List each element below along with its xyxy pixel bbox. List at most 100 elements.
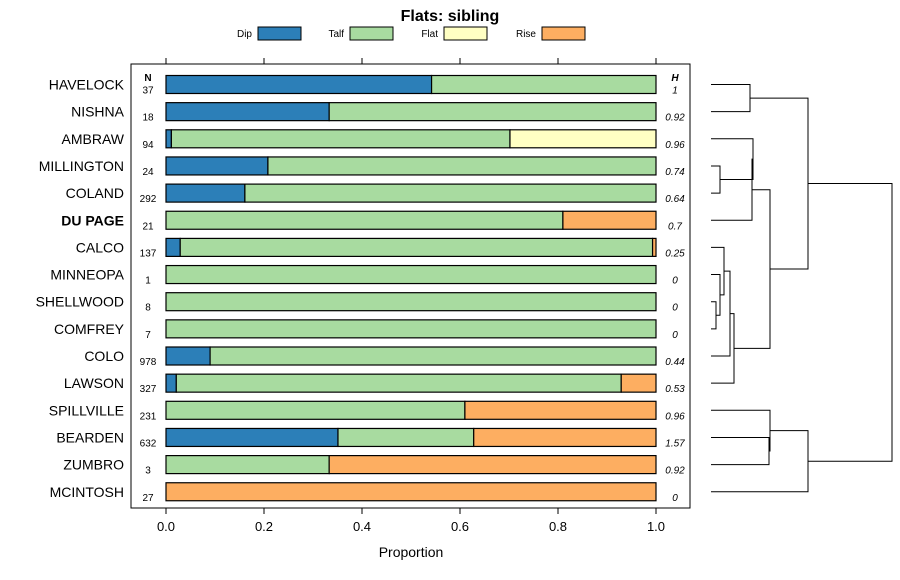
bar-segment-dip	[165, 102, 330, 122]
row-n-value: 7	[145, 330, 151, 341]
bar-segment-talf	[165, 455, 330, 475]
dendrogram	[711, 84, 893, 493]
bar-segment-dip	[165, 237, 181, 257]
row-label: DU PAGE	[61, 212, 124, 228]
row-nishna: NISHNA 18 0.92	[71, 102, 685, 124]
dendrogram-branch	[750, 97, 809, 270]
chart-title: Flats: sibling	[401, 8, 500, 25]
h-header: H	[671, 73, 679, 84]
bar-segment-rise	[464, 400, 657, 420]
row-ambraw: AMBRAW 94 0.96	[62, 129, 685, 151]
row-colo: COLO 978 0.44	[84, 346, 685, 368]
row-mcintosh: MCINTOSH 27 0	[50, 482, 678, 504]
bar-segment-talf	[430, 74, 657, 95]
row-n-value: 1	[145, 276, 151, 287]
row-shellwood: SHELLWOOD 8 0	[36, 292, 678, 314]
row-lawson: LAWSON 327 0.53	[64, 373, 685, 395]
bar-segment-rise	[562, 210, 657, 230]
bar-segment-talf	[170, 129, 511, 149]
legend-swatch-talf	[349, 26, 394, 41]
n-header: N	[144, 73, 151, 84]
bar-segment-talf	[165, 264, 657, 285]
row-n-value: 94	[142, 140, 154, 151]
bar-segment-talf	[179, 237, 654, 257]
row-label: CALCO	[76, 239, 124, 255]
row-h-value: 1.57	[665, 438, 685, 449]
row-zumbro: ZUMBRO 3 0.92	[63, 455, 685, 477]
row-h-value: 0.92	[665, 466, 685, 477]
row-label: HAVELOCK	[49, 77, 125, 93]
row-label: LAWSON	[64, 375, 124, 391]
legend-label-dip: Dip	[237, 29, 252, 40]
bar-segment-rise	[165, 482, 657, 502]
row-h-value: 0	[672, 276, 678, 287]
row-label: MINNEOPA	[50, 267, 124, 283]
row-n-value: 27	[142, 493, 154, 504]
row-h-value: 0.96	[665, 140, 685, 151]
row-h-value: 0.96	[665, 411, 685, 422]
x-axis: 0.0 0.2 0.4 0.6 0.8 1.0	[157, 58, 665, 534]
legend-swatch-dip	[257, 26, 302, 41]
plot-frame	[130, 63, 691, 509]
x-tick-label: 0.2	[255, 519, 273, 534]
row-h-value: 0	[672, 303, 678, 314]
dendrogram-branch	[711, 430, 809, 493]
row-n-value: 632	[140, 438, 157, 449]
bar-segment-rise	[651, 237, 657, 257]
row-label: NISHNA	[71, 104, 125, 120]
legend-label-rise: Rise	[516, 29, 536, 40]
dendrogram-branch	[711, 313, 735, 384]
dendrogram-branch	[711, 165, 721, 194]
row-calco: CALCO 137 0.25	[76, 237, 685, 259]
bar-segment-dip	[165, 156, 269, 176]
row-label: MILLINGTON	[39, 158, 124, 174]
row-h-value: 0	[672, 493, 678, 504]
dendrogram-branch	[711, 246, 725, 296]
x-tick-label: 0.6	[451, 519, 469, 534]
row-spillville: SPILLVILLE 231 0.96	[49, 400, 685, 422]
bar-segment-dip	[165, 183, 246, 203]
dendrogram-branch	[808, 183, 893, 462]
bar-segment-talf	[337, 427, 475, 448]
row-n-value: 8	[145, 303, 151, 314]
row-label: BEARDEN	[56, 429, 124, 445]
bar-segment-talf	[267, 156, 657, 176]
bar-segment-talf	[165, 400, 466, 420]
bar-segment-talf	[165, 210, 564, 230]
row-label: AMBRAW	[62, 131, 125, 147]
bar-segment-talf	[165, 319, 657, 339]
row-n-value: 327	[140, 384, 157, 395]
bar-segment-dip	[165, 427, 339, 448]
bar-segment-rise	[620, 373, 657, 393]
dendrogram-branch	[711, 158, 753, 221]
row-h-value: 1	[672, 86, 678, 97]
row-h-value: 0.7	[668, 221, 682, 232]
row-h-value: 0.44	[665, 357, 685, 368]
legend-label-flat: Flat	[421, 29, 438, 40]
dendrogram-branch	[711, 301, 717, 330]
row-n-value: 24	[142, 167, 154, 178]
bar-segment-talf	[175, 373, 622, 393]
legend-swatch-rise	[541, 26, 586, 41]
bar-segment-rise	[473, 427, 657, 448]
row-label: COLO	[84, 348, 124, 364]
bar-segment-talf	[165, 292, 657, 312]
row-n-value: 37	[142, 86, 154, 97]
bar-segment-dip	[165, 373, 177, 393]
row-h-value: 0.53	[665, 384, 685, 395]
row-n-value: 3	[145, 466, 151, 477]
x-tick-label: 0.0	[157, 519, 175, 534]
x-axis-label: Proportion	[379, 544, 444, 560]
bar-segment-dip	[165, 129, 172, 149]
row-n-value: 978	[140, 357, 157, 368]
row-millington: MILLINGTON 24 0.74	[39, 156, 685, 178]
row-n-value: 137	[140, 248, 157, 259]
x-tick-label: 0.4	[353, 519, 371, 534]
bar-segment-dip	[165, 346, 211, 366]
legend: Dip Talf Flat Rise	[237, 26, 586, 41]
row-label: SPILLVILLE	[49, 402, 124, 418]
row-label: SHELLWOOD	[36, 294, 124, 310]
row-n-value: 18	[142, 113, 154, 124]
row-du-page: DU PAGE 21 0.7	[61, 210, 682, 232]
bar-segment-rise	[328, 455, 657, 475]
